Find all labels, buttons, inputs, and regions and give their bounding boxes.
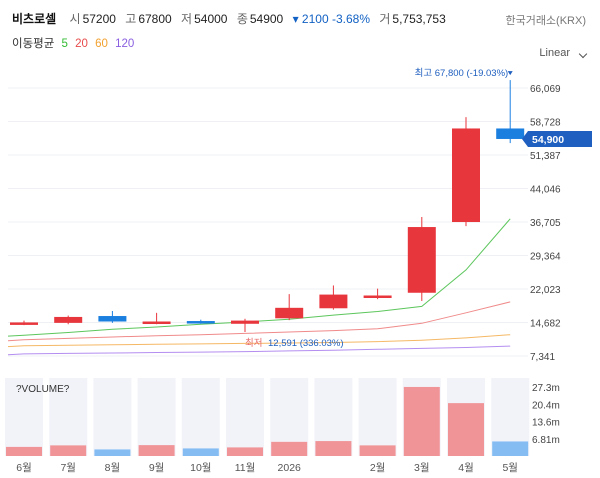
x-tick-label: 2026 <box>278 462 302 474</box>
volume-bar <box>359 445 396 456</box>
last-price-label: 54,900 <box>532 134 564 146</box>
candle-body <box>54 316 83 323</box>
open-value: 57200 <box>82 12 116 26</box>
y-tick-label: 58,728 <box>530 118 561 129</box>
x-tick-label: 11월 <box>235 462 256 474</box>
volume-bar <box>271 441 308 456</box>
low-label: 저 <box>181 12 193 26</box>
x-tick-label: 7월 <box>60 462 76 474</box>
x-tick-label: 4월 <box>458 462 474 474</box>
y-tick-label: 29,364 <box>530 252 561 263</box>
volume-panel <box>137 378 176 456</box>
volume-tick-label: 27.3m <box>532 383 560 394</box>
y-tick-label: 22,023 <box>530 285 561 296</box>
ma20-line <box>7 301 511 342</box>
y-tick-label: 44,046 <box>530 185 561 196</box>
volume-bar <box>138 445 175 456</box>
x-tick-label: 10월 <box>190 462 211 474</box>
candle-body <box>363 295 392 298</box>
x-tick-label: 2월 <box>370 462 386 474</box>
exchange-label: 한국거래소(KRX) <box>505 15 586 27</box>
volume-bar <box>448 403 484 456</box>
high-marker-icon <box>507 71 513 76</box>
volume-bar <box>403 386 440 456</box>
y-tick-label: 36,705 <box>530 218 561 229</box>
volume-bar <box>50 445 87 456</box>
high-label: 고 <box>125 12 137 26</box>
close-label: 종 <box>236 12 248 26</box>
x-tick-label: 8월 <box>105 462 121 474</box>
volume-panel <box>226 378 264 456</box>
volume-bar <box>227 447 263 456</box>
candle-body <box>98 316 127 322</box>
candle-body <box>496 128 525 139</box>
candle-body <box>10 322 38 325</box>
low-value: 54000 <box>194 12 228 26</box>
low-annotation-value: 12,591 (336.03%) <box>268 338 344 349</box>
x-tick-label: 9월 <box>149 462 165 474</box>
candle-body <box>452 128 480 223</box>
volume-panel <box>93 378 132 456</box>
volume-value: 5,753,753 <box>392 12 446 26</box>
x-tick-label: 6월 <box>16 462 32 474</box>
ma-5-label: 5 <box>61 38 68 50</box>
y-tick-label: 14,682 <box>530 319 561 330</box>
volume-label: 거 <box>379 12 391 26</box>
ma-60-label: 60 <box>95 38 108 50</box>
moving-average-legend[interactable]: 이동평균 5 20 60 120 <box>12 35 138 51</box>
volume-bar <box>6 446 42 456</box>
ma-20-label: 20 <box>75 38 88 50</box>
y-tick-label: 7,341 <box>530 352 555 363</box>
quote-header: 비츠로셀 시 57200 고 67800 저 54000 종 54900 ▾ 2100 … <box>12 10 452 27</box>
volume-tick-label: 6.81m <box>532 435 560 446</box>
scale-mode-dropdown[interactable]: Linear <box>539 47 570 59</box>
candle-body <box>186 321 215 324</box>
volume-bar <box>182 448 219 456</box>
candle-body <box>142 321 171 325</box>
volume-tick-label: 13.6m <box>532 418 560 429</box>
volume-panel <box>5 378 43 456</box>
candle-body <box>407 227 436 293</box>
volume-panel <box>49 378 88 456</box>
volume-tick-label: 20.4m <box>532 400 560 411</box>
stock-name: 비츠로셀 <box>12 12 57 26</box>
x-tick-label: 5월 <box>502 462 518 474</box>
x-tick-label: 3월 <box>414 462 430 474</box>
candle-body <box>275 307 304 319</box>
ma60-line <box>7 334 511 348</box>
y-tick-label: 51,387 <box>530 151 561 162</box>
high-value: 67800 <box>138 12 172 26</box>
y-tick-label: 66,069 <box>530 84 561 95</box>
open-label: 시 <box>69 12 81 26</box>
last-price-tag <box>522 130 592 147</box>
ma120-line <box>7 345 511 356</box>
volume-bar <box>94 449 131 456</box>
ma-120-label: 120 <box>115 38 135 50</box>
candle-body <box>231 320 259 324</box>
volume-panel <box>181 378 220 456</box>
high-annotation: 최고 67,800 (-19.03%) <box>415 68 509 79</box>
moving-average-label: 이동평균 <box>12 38 55 50</box>
candle-body <box>319 294 348 309</box>
change-value: ▾ 2100 -3.68% <box>292 12 370 26</box>
volume-bar <box>492 441 529 456</box>
volume-bar <box>315 441 352 456</box>
close-value: 54900 <box>249 12 284 26</box>
volume-title: ?VOLUME? <box>16 384 70 395</box>
low-annotation-label: 최저 <box>245 338 262 349</box>
volume-panel <box>358 378 397 456</box>
